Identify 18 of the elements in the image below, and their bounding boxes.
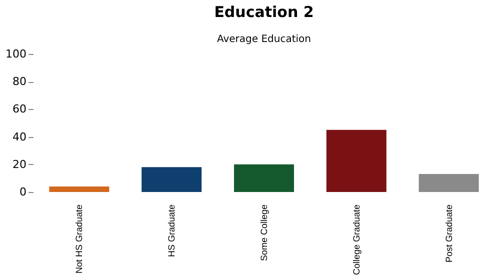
y-tick-label: 80 <box>12 75 26 88</box>
x-tick-label: College Graduate <box>351 204 362 276</box>
x-tick-label: HS Graduate <box>166 204 177 258</box>
y-tick-label: 100 <box>6 48 26 60</box>
bar <box>49 186 110 192</box>
y-tick-label: 20 <box>12 158 26 171</box>
x-tick-label: Some College <box>259 204 269 262</box>
y-tick-label: 40 <box>12 130 26 144</box>
chart-title: Education 2 <box>214 3 314 21</box>
bar <box>418 174 479 192</box>
bar <box>234 164 294 192</box>
x-tick-label: Not HS Graduate <box>74 204 84 274</box>
bar <box>326 130 386 192</box>
y-tick-label: 60 <box>12 102 26 116</box>
y-tick-label: 0 <box>20 186 26 198</box>
x-tick-label: Post Graduate <box>444 204 454 263</box>
chart-subtitle: Average Education <box>216 34 312 45</box>
bar <box>142 167 202 192</box>
